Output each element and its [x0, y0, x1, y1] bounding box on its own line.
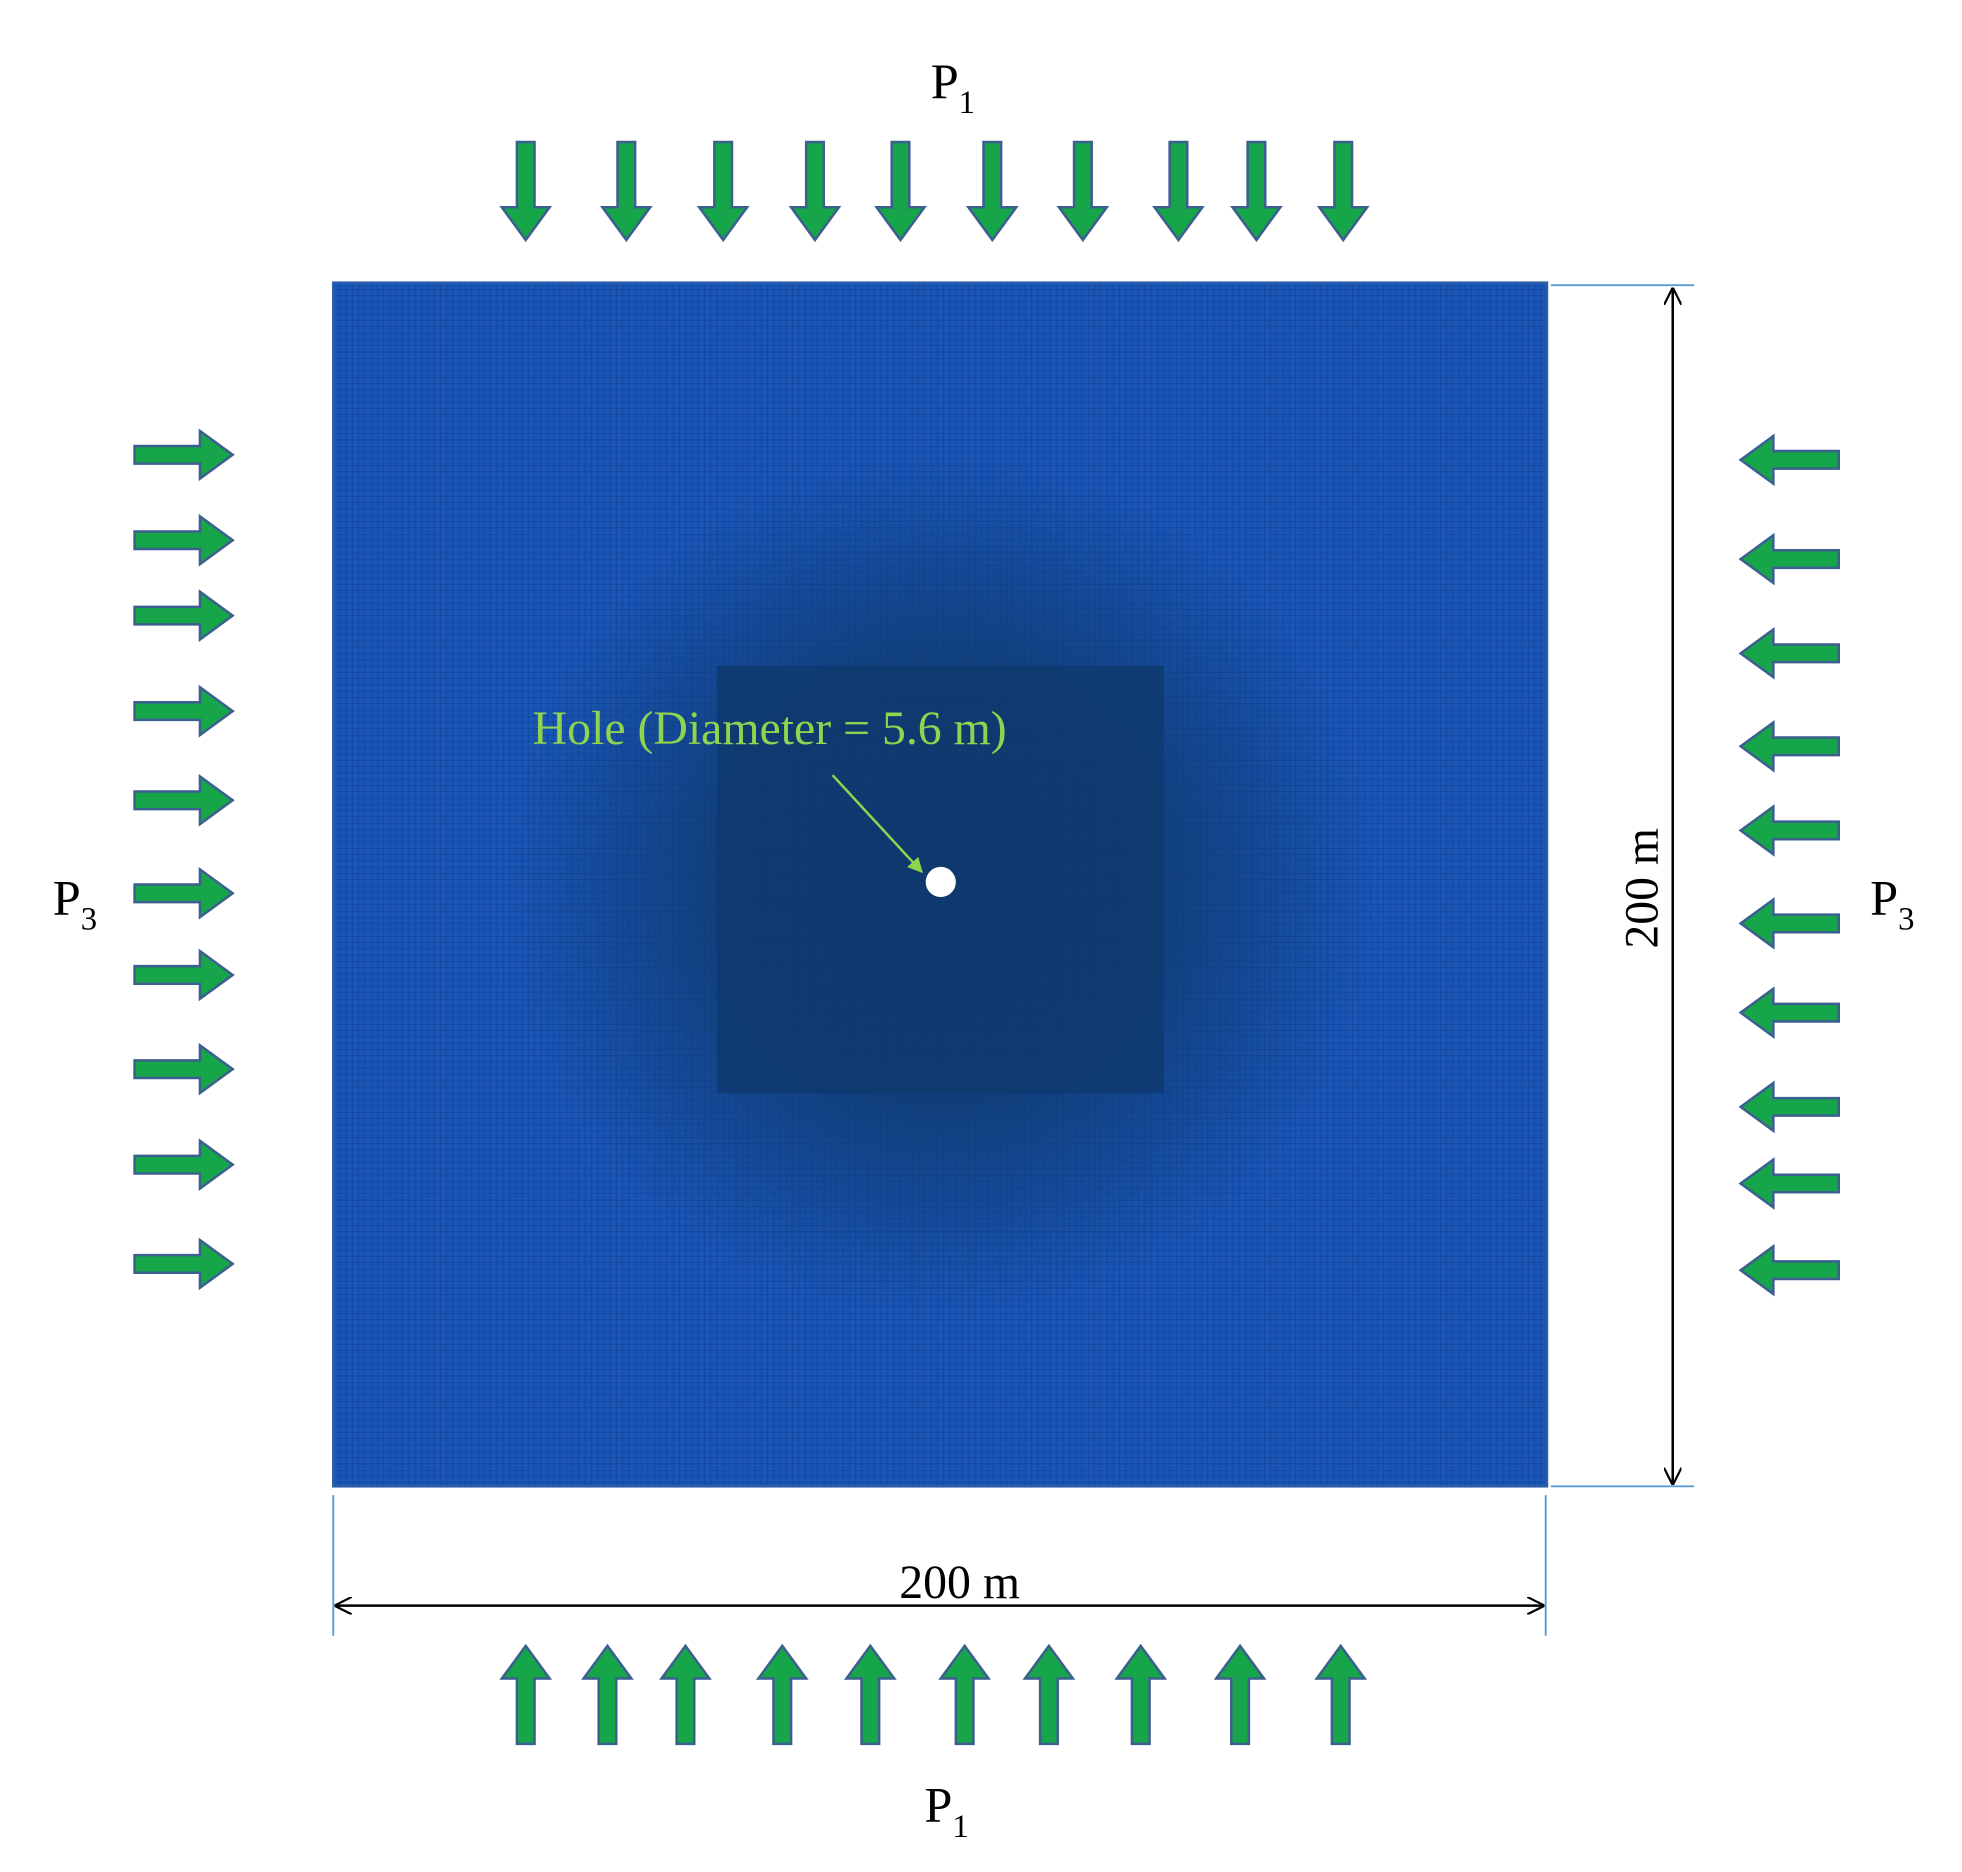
load-arrow — [938, 1643, 992, 1746]
load-arrow — [1738, 626, 1841, 680]
load-arrow — [1152, 140, 1205, 243]
load-arrow — [1738, 897, 1841, 950]
load-arrow — [133, 866, 235, 920]
load-arrow — [133, 684, 235, 738]
load-arrow — [133, 428, 235, 482]
load-arrow — [1738, 1243, 1841, 1297]
load-arrow — [874, 140, 927, 243]
load-arrow — [1022, 1643, 1076, 1746]
hole — [925, 866, 956, 898]
load-label-left: P3 — [53, 870, 97, 938]
load-arrow — [599, 140, 653, 243]
load-subscript: 3 — [1898, 902, 1914, 938]
load-symbol: P — [931, 53, 959, 109]
load-arrow — [1738, 719, 1841, 773]
width-label: 200 m — [899, 1556, 1020, 1609]
load-arrow — [1316, 140, 1370, 243]
load-subscript: 1 — [959, 85, 975, 121]
load-arrow — [843, 1643, 897, 1746]
load-arrow — [133, 513, 235, 567]
load-arrow — [499, 140, 553, 243]
load-label-right: P3 — [1870, 870, 1914, 938]
load-arrow — [581, 1643, 634, 1746]
height-label: 200 m — [1616, 828, 1669, 949]
load-label-top: P1 — [931, 53, 975, 121]
hole-label: Hole (Diameter = 5.6 m) — [533, 702, 1007, 755]
mesh-domain — [332, 281, 1549, 1488]
load-arrow — [788, 140, 842, 243]
load-arrow — [1738, 1157, 1841, 1210]
load-arrows — [133, 140, 1841, 1746]
load-arrow — [1230, 140, 1283, 243]
load-subscript: 3 — [81, 902, 97, 938]
load-arrow — [133, 1237, 235, 1291]
load-arrow — [1738, 433, 1841, 487]
load-arrow — [1213, 1643, 1267, 1746]
load-arrow — [1314, 1643, 1368, 1746]
load-arrow — [1114, 1643, 1168, 1746]
load-arrow — [1738, 1080, 1841, 1134]
load-arrow — [133, 1042, 235, 1096]
load-arrow — [1738, 532, 1841, 586]
load-arrow — [696, 140, 750, 243]
load-arrow — [1738, 804, 1841, 857]
dimension-width — [332, 1495, 1547, 1636]
load-arrow — [965, 140, 1019, 243]
load-arrow — [1738, 986, 1841, 1039]
load-symbol: P — [924, 1777, 952, 1833]
load-arrow — [755, 1643, 809, 1746]
dimension-height — [1550, 284, 1695, 1488]
load-subscript: 1 — [952, 1809, 968, 1845]
load-arrow — [133, 1138, 235, 1192]
load-arrow — [499, 1643, 553, 1746]
load-arrow — [133, 773, 235, 827]
load-arrow — [1056, 140, 1110, 243]
load-arrow — [133, 948, 235, 1002]
load-label-bottom: P1 — [924, 1777, 968, 1845]
load-arrow — [133, 589, 235, 642]
hole-pointer — [831, 774, 923, 874]
load-symbol: P — [53, 870, 81, 926]
load-arrow — [659, 1643, 712, 1746]
load-symbol: P — [1870, 870, 1898, 926]
